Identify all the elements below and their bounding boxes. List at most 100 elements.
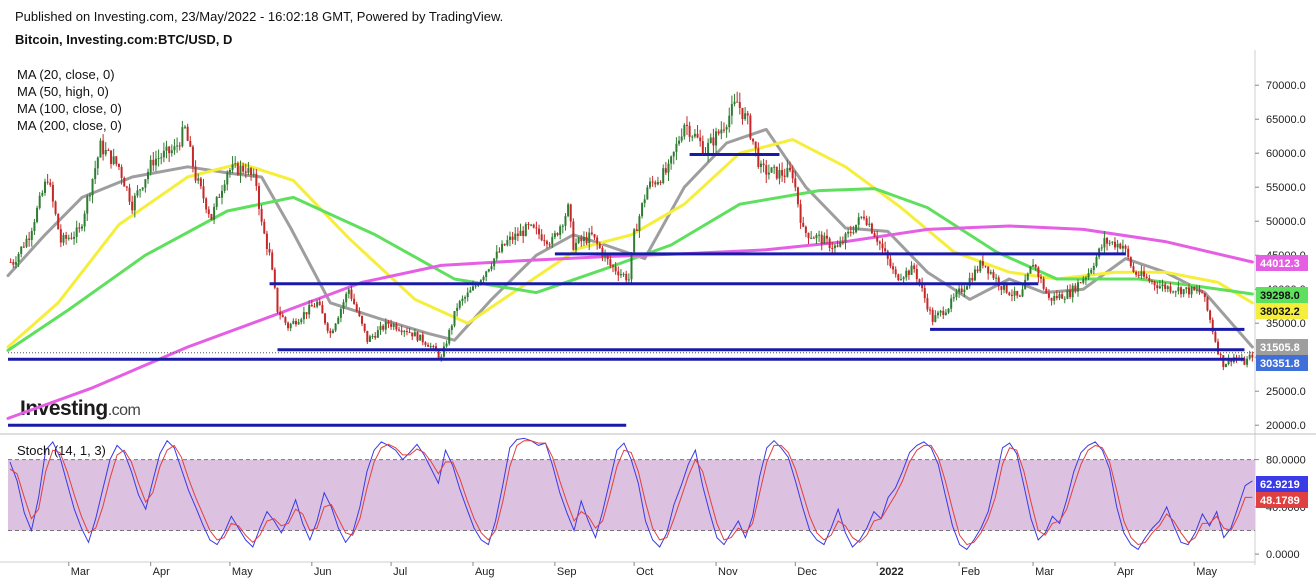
candle-up <box>458 301 461 308</box>
candle-up <box>1084 277 1087 280</box>
candle-up <box>506 240 509 246</box>
stoch-legend-label[interactable]: Stoch (14, 1, 3) <box>17 443 106 458</box>
candle-down <box>1201 292 1204 294</box>
ma200-legend-label[interactable]: MA (200, close, 0) <box>17 118 122 133</box>
candle-down <box>1132 266 1135 272</box>
candle-down <box>218 196 221 198</box>
candle-up <box>228 170 231 173</box>
candle-down <box>1074 285 1077 292</box>
candle-up <box>1013 290 1016 296</box>
candle-down <box>273 269 276 288</box>
candle-down <box>1148 278 1151 281</box>
ma50-legend-label[interactable]: MA (50, high, 0) <box>17 84 109 99</box>
candle-up <box>20 246 23 254</box>
candle-up <box>466 292 469 298</box>
candle-down <box>57 213 60 230</box>
candle-down <box>178 145 181 147</box>
candle-down <box>984 265 987 267</box>
y-tick-label-7: 35000.0 <box>1266 318 1306 330</box>
candle-down <box>107 149 110 151</box>
candle-down <box>250 168 253 175</box>
candle-up <box>149 159 152 172</box>
candle-down <box>593 234 596 238</box>
candle-up <box>485 271 488 278</box>
candle-up <box>157 158 160 160</box>
candle-up <box>963 289 966 293</box>
candle-up <box>582 236 585 242</box>
candle-down <box>1034 264 1037 268</box>
candle-down <box>1222 355 1225 368</box>
candle-up <box>833 245 836 249</box>
y-tick-label-0: 70000.0 <box>1266 80 1306 92</box>
candle-up <box>630 252 633 280</box>
candle-up <box>38 195 41 208</box>
candle-down <box>110 150 113 164</box>
candle-up <box>165 146 168 151</box>
candle-up <box>902 277 905 280</box>
candle-down <box>1153 281 1156 286</box>
candle-up <box>62 235 65 243</box>
candle-up <box>979 261 982 272</box>
candle-down <box>826 235 829 239</box>
candle-down <box>535 227 538 229</box>
candle-down <box>168 146 171 154</box>
candle-down <box>1143 271 1146 277</box>
candle-down <box>242 165 245 172</box>
candle-down <box>762 163 765 166</box>
candle-up <box>952 297 955 299</box>
candle-up <box>33 222 36 231</box>
candle-up <box>88 195 91 197</box>
candle-down <box>1150 280 1153 282</box>
candle-down <box>556 233 559 236</box>
candle-down <box>617 271 620 276</box>
candle-down <box>870 223 873 234</box>
logo-main: Investing <box>20 397 108 420</box>
candle-up <box>693 133 696 137</box>
candle-up <box>905 270 908 278</box>
candle-up <box>1108 242 1111 244</box>
y-tick-label-10: 20000.0 <box>1266 420 1306 432</box>
candle-up <box>966 286 969 290</box>
candle-up <box>300 319 303 323</box>
candle-down <box>865 218 868 225</box>
candle-up <box>715 131 718 146</box>
candle-up <box>173 146 176 151</box>
candle-down <box>997 277 1000 287</box>
candle-down <box>268 248 271 253</box>
candle-down <box>405 331 408 333</box>
candle-up <box>567 204 570 217</box>
x-tick-label-5: Aug <box>475 566 495 578</box>
price-tag-0-label: 44012.3 <box>1260 258 1300 270</box>
candle-up <box>147 171 150 180</box>
candle-down <box>775 166 778 179</box>
ma100-legend-label[interactable]: MA (100, close, 0) <box>17 101 122 116</box>
candle-down <box>1047 293 1050 298</box>
candle-up <box>213 206 216 220</box>
candle-down <box>287 322 290 329</box>
stoch-pane[interactable] <box>8 437 1255 551</box>
candle-up <box>83 213 86 227</box>
candle-down <box>738 102 741 108</box>
candle-down <box>260 208 263 222</box>
candle-up <box>553 233 556 238</box>
candle-down <box>424 342 427 345</box>
price-tag-3-bg <box>1256 339 1308 355</box>
candle-down <box>929 309 932 311</box>
candle-up <box>1172 291 1175 293</box>
candle-down <box>265 233 268 249</box>
candle-down <box>350 289 353 299</box>
candle-up <box>334 323 337 331</box>
candle-down <box>1217 341 1220 355</box>
ma20-legend-label[interactable]: MA (20, close, 0) <box>17 67 115 82</box>
candle-up <box>683 124 686 137</box>
candle-down <box>625 273 628 281</box>
candle-down <box>1055 295 1058 299</box>
candle-down <box>284 317 287 323</box>
candle-down <box>659 181 662 183</box>
candle-down <box>1164 284 1167 289</box>
candle-down <box>387 321 390 324</box>
candle-up <box>1095 256 1098 267</box>
candle-up <box>75 227 78 237</box>
candle-down <box>1010 294 1013 296</box>
